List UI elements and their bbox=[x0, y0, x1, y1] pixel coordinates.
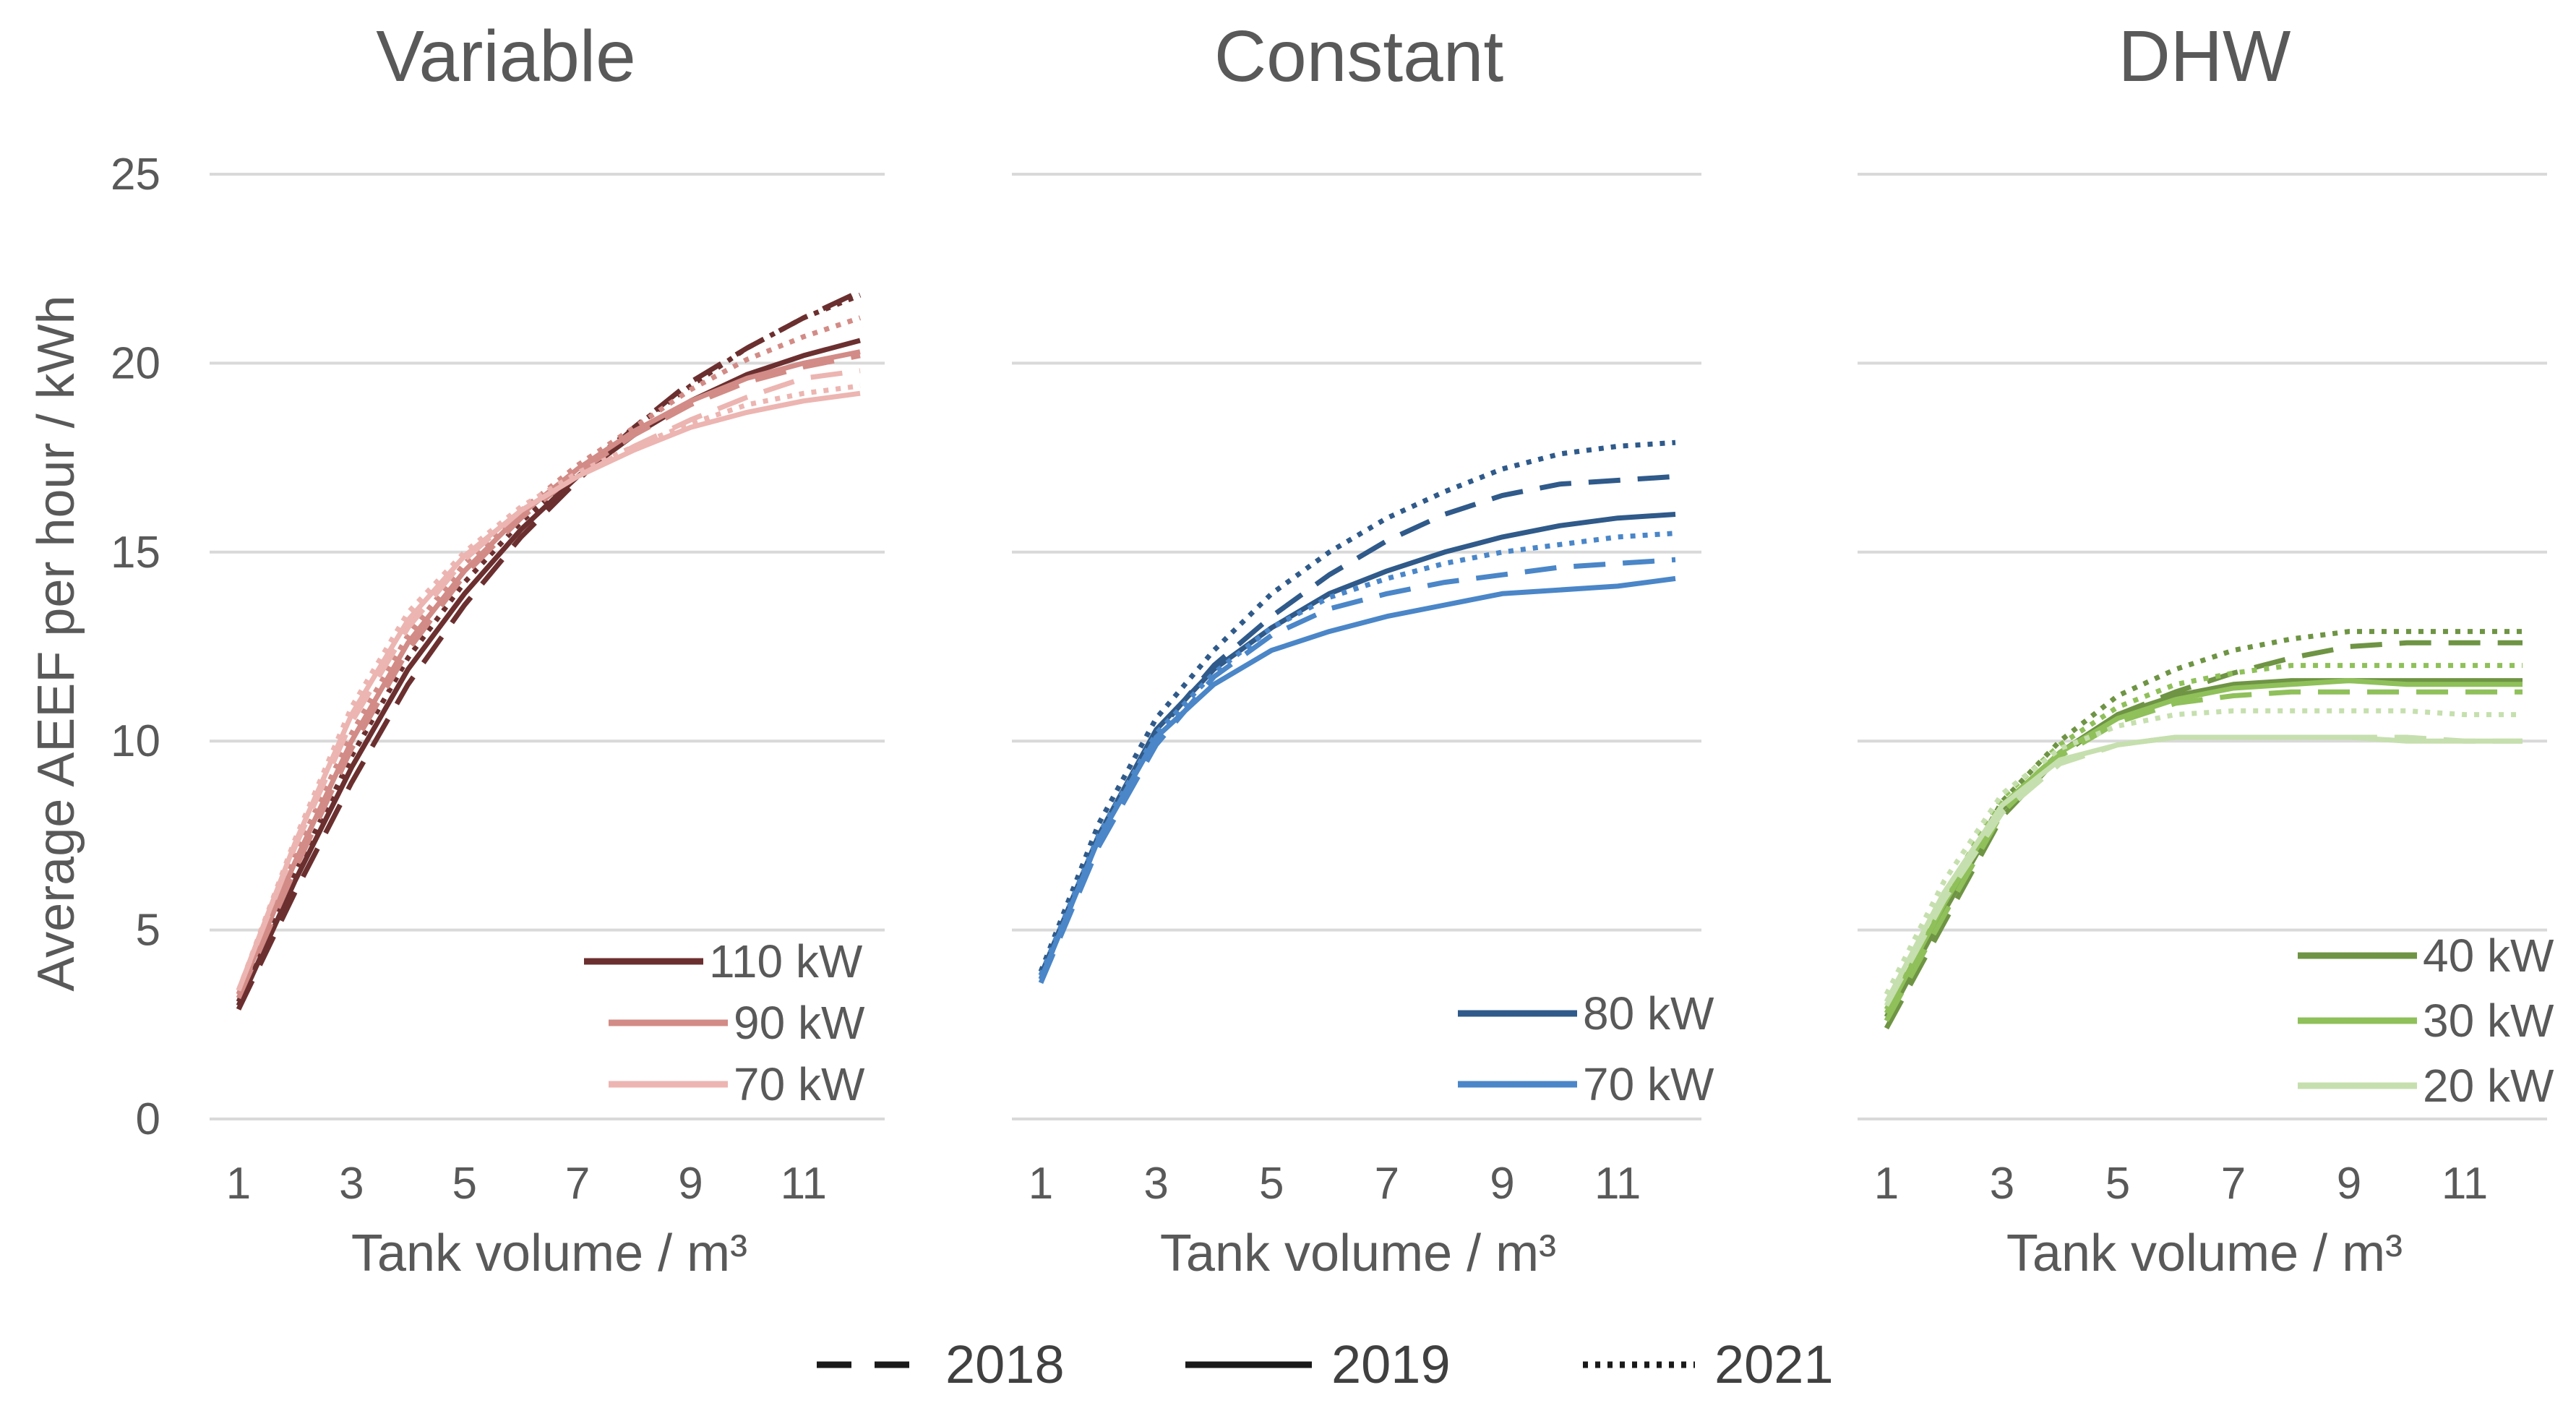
x-tick-label: 9 bbox=[678, 1159, 703, 1209]
y-tick-label: 10 bbox=[111, 716, 160, 766]
year-legend-label: 2018 bbox=[945, 1334, 1065, 1394]
legend-label: 110 kW bbox=[709, 935, 863, 987]
y-tick-label: 20 bbox=[111, 338, 160, 388]
y-tick-label: 15 bbox=[111, 528, 160, 578]
y-tick-label: 25 bbox=[111, 150, 160, 200]
legend-label: 80 kW bbox=[1583, 987, 1714, 1039]
x-tick-label: 7 bbox=[2221, 1159, 2246, 1209]
series-line: 80 kW 2021 bbox=[1038, 439, 1676, 973]
series-line: 110 kW 2018 bbox=[236, 288, 862, 1011]
series-line: 70 kW 2019 bbox=[1038, 575, 1676, 980]
x-tick-label: 1 bbox=[226, 1159, 251, 1209]
x-tick-label: 1 bbox=[1874, 1159, 1899, 1209]
panel-title: Variable bbox=[376, 16, 635, 97]
series-line: 70 kW 2021 bbox=[1038, 531, 1676, 977]
x-tick-label: 5 bbox=[2105, 1159, 2130, 1209]
panel-legend: 80 kW 70 kW bbox=[1458, 987, 1714, 1110]
year-legend-label: 2019 bbox=[1331, 1334, 1451, 1394]
year-legend-label: 2021 bbox=[1714, 1334, 1834, 1394]
series-line: 20 kW 2021 bbox=[1884, 708, 2523, 996]
series-line: 80 kW 2019 bbox=[1038, 512, 1676, 977]
legend-label: 20 kW bbox=[2423, 1060, 2554, 1112]
x-axis-title: Tank volume / m³ bbox=[2006, 1225, 2403, 1282]
legend-label: 90 kW bbox=[734, 997, 865, 1049]
y-tick-label: 0 bbox=[136, 1094, 160, 1144]
x-tick-label: 11 bbox=[781, 1159, 827, 1209]
x-tick-label: 3 bbox=[1990, 1159, 2014, 1209]
legend-label: 40 kW bbox=[2423, 930, 2554, 982]
x-tick-label: 5 bbox=[1259, 1159, 1284, 1209]
series-line: 20 kW 2019 bbox=[1884, 734, 2523, 1003]
x-tick-label: 11 bbox=[1594, 1159, 1641, 1209]
x-tick-label: 5 bbox=[452, 1159, 476, 1209]
x-tick-label: 7 bbox=[565, 1159, 590, 1209]
x-axis-title: Tank volume / m³ bbox=[1160, 1225, 1556, 1282]
series-line: 110 kW 2021 bbox=[236, 293, 862, 1003]
panel-legend: 110 kW 90 kW 70 kW bbox=[584, 935, 865, 1110]
y-axis-title: Average AEEF per hour / kWh bbox=[27, 295, 85, 991]
legend-label: 70 kW bbox=[1583, 1058, 1714, 1110]
x-tick-label: 9 bbox=[2337, 1159, 2361, 1209]
x-tick-label: 11 bbox=[2442, 1159, 2488, 1209]
x-tick-label: 7 bbox=[1375, 1159, 1399, 1209]
panel-title: DHW bbox=[2118, 16, 2291, 97]
year-legend: 2018 2019 2021 bbox=[817, 1334, 1834, 1394]
series-line: 110 kW 2019 bbox=[236, 338, 861, 1007]
x-tick-label: 9 bbox=[1490, 1159, 1514, 1209]
y-tick-label: 5 bbox=[136, 906, 160, 956]
legend-label: 70 kW bbox=[734, 1058, 865, 1110]
x-tick-label: 3 bbox=[1143, 1159, 1168, 1209]
x-tick-label: 1 bbox=[1029, 1159, 1053, 1209]
x-axis-title: Tank volume / m³ bbox=[351, 1225, 747, 1282]
panel-title: Constant bbox=[1214, 16, 1503, 97]
x-tick-label: 3 bbox=[339, 1159, 364, 1209]
series-line: 30 kW 2021 bbox=[1884, 663, 2523, 1011]
panel-legend: 40 kW 30 kW 20 kW bbox=[2298, 930, 2554, 1112]
series-line: 70 kW 2019 bbox=[236, 390, 861, 992]
series-line: 70 kW 2021 bbox=[236, 383, 861, 992]
panel-variable: Variable 0 5 10 15 20 25 1 3 5 7 9 11 Tank volume / m… bbox=[111, 16, 885, 1282]
panel-constant: Constant 1 3 5 7 9 11 Tank volume / m³ 80 kW 201… bbox=[1012, 16, 1714, 1282]
series-line: 70 kW 2018 bbox=[1038, 557, 1676, 985]
legend-label: 30 kW bbox=[2423, 995, 2554, 1047]
